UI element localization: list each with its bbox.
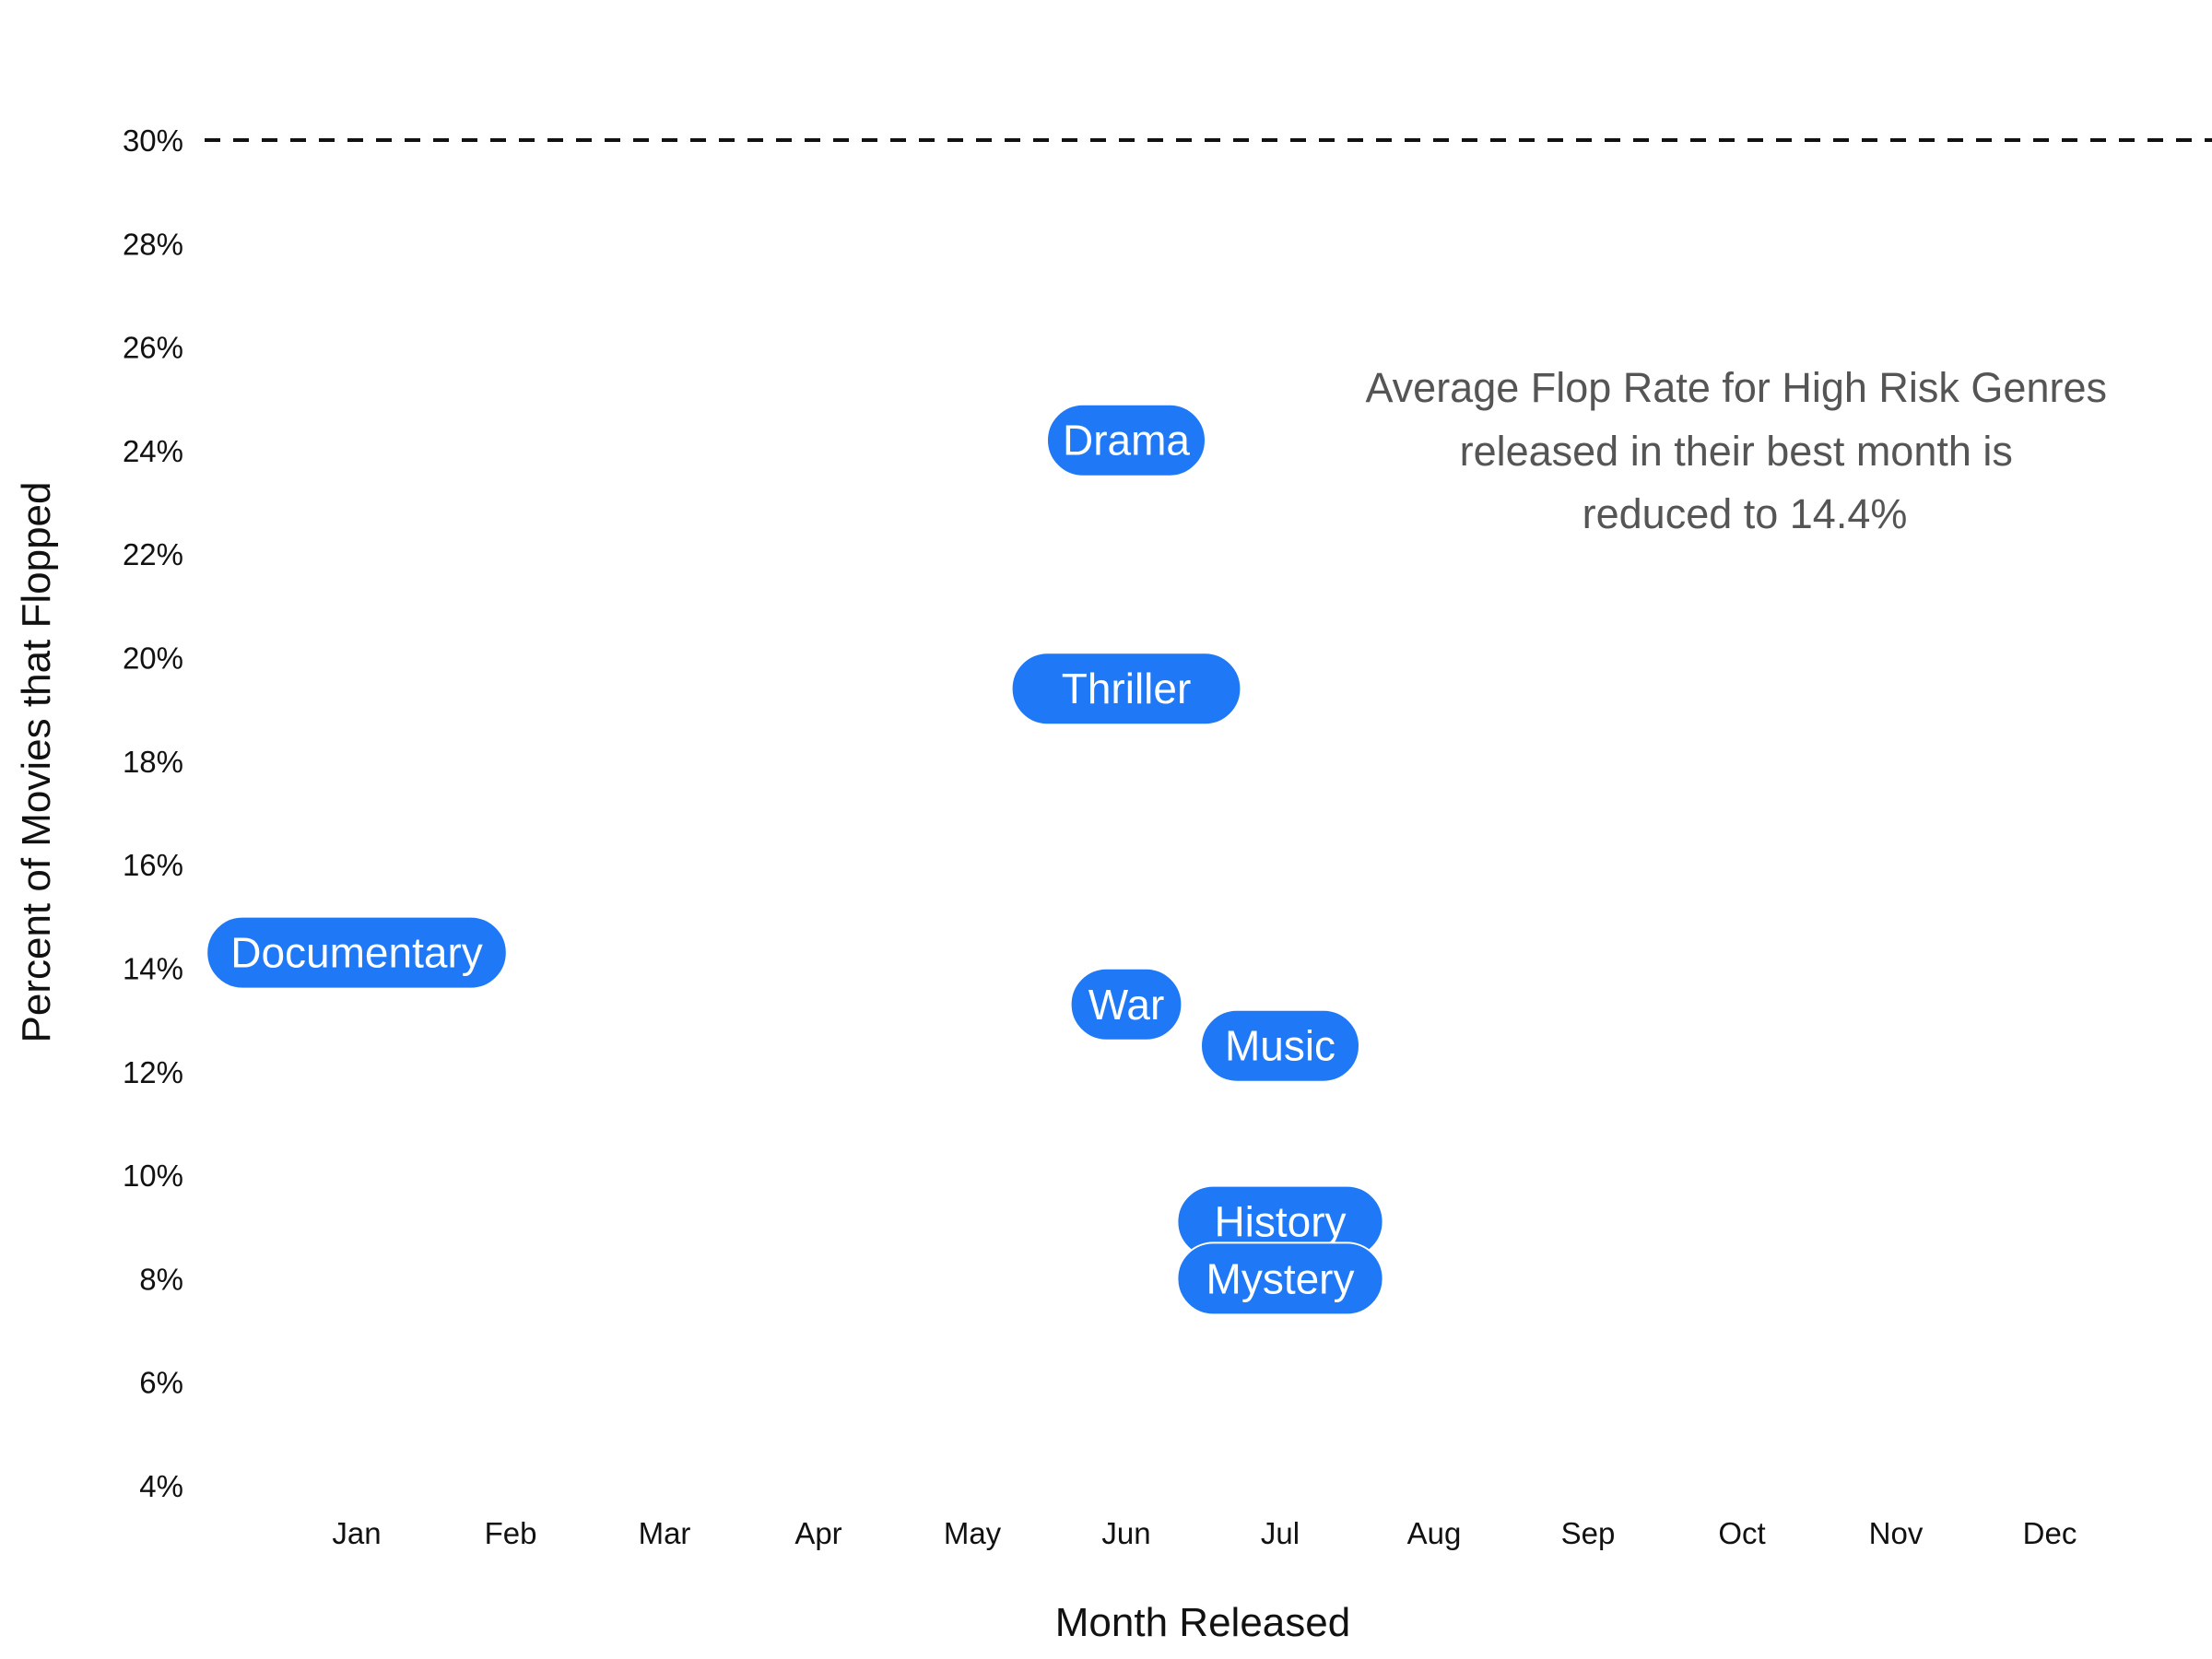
- y-tick-label: 24%: [123, 434, 183, 468]
- y-tick-label: 16%: [123, 848, 183, 882]
- x-tick-label: Oct: [1718, 1516, 1765, 1550]
- y-tick-label: 12%: [123, 1055, 183, 1089]
- point-marker: [1046, 403, 1206, 477]
- x-tick-label: Sep: [1561, 1516, 1616, 1550]
- point-marker: [206, 915, 508, 990]
- point-marker: [1176, 1241, 1384, 1316]
- point-marker: [1010, 652, 1242, 726]
- x-axis: Jan Feb Mar Apr May Jun Jul Aug Sep Oct Nov Dec: [332, 1516, 2077, 1550]
- point-thriller: Thriller: [1010, 652, 1242, 726]
- point-label: War: [1088, 981, 1165, 1029]
- y-tick-label: 22%: [123, 537, 183, 571]
- annotation-line-1: Average Flop Rate for High Risk Genres: [1365, 364, 2107, 411]
- x-tick-label: Apr: [794, 1516, 841, 1550]
- x-tick-label: Feb: [485, 1516, 537, 1550]
- point-label: Thriller: [1062, 665, 1192, 712]
- y-tick-label: 18%: [123, 745, 183, 779]
- point-history: History: [1176, 1184, 1384, 1259]
- y-tick-label: 14%: [123, 951, 183, 985]
- x-tick-label: Aug: [1407, 1516, 1462, 1550]
- point-label: Documentary: [230, 929, 483, 977]
- x-tick-label: Nov: [1869, 1516, 1924, 1550]
- x-tick-label: Mar: [639, 1516, 691, 1550]
- point-label: History: [1214, 1198, 1346, 1246]
- x-tick-label: Jul: [1261, 1516, 1300, 1550]
- points-layer: Documentary Drama Thriller War Music History M…: [206, 403, 1384, 1316]
- annotation: Average Flop Rate for High Risk Genres r…: [1365, 364, 2118, 537]
- y-tick-label: 26%: [123, 331, 183, 365]
- point-marker: [1200, 1008, 1360, 1083]
- point-mystery: Mystery: [1176, 1241, 1384, 1316]
- x-axis-title: Month Released: [1055, 1600, 1350, 1645]
- annotation-line-2: released in their best month is: [1460, 428, 2013, 475]
- y-tick-label: 28%: [123, 227, 183, 261]
- point-war: War: [1069, 967, 1183, 1041]
- y-axis: 4% 6% 8% 10% 12% 14% 16% 18% 20% 22% 24% 26% 28% 30%: [123, 124, 183, 1503]
- point-label: Music: [1225, 1022, 1335, 1070]
- point-marker: [1069, 967, 1183, 1041]
- y-tick-label: 10%: [123, 1159, 183, 1193]
- y-tick-label: 30%: [123, 124, 183, 158]
- y-tick-label: 8%: [139, 1262, 183, 1296]
- point-music: Music: [1200, 1008, 1360, 1083]
- y-tick-label: 20%: [123, 641, 183, 676]
- x-tick-label: Jun: [1101, 1516, 1150, 1550]
- point-label: Drama: [1063, 417, 1190, 465]
- annotation-line-3: reduced to 14.4%: [1583, 490, 1908, 537]
- x-tick-label: Jan: [332, 1516, 381, 1550]
- point-label: Mystery: [1206, 1254, 1355, 1302]
- x-tick-label: May: [944, 1516, 1002, 1550]
- y-tick-label: 4%: [139, 1469, 183, 1503]
- y-tick-label: 6%: [139, 1366, 183, 1400]
- point-documentary: Documentary: [206, 915, 508, 990]
- x-tick-label: Dec: [2023, 1516, 2077, 1550]
- point-drama: Drama: [1046, 403, 1206, 477]
- y-axis-title: Percent of Movies that Flopped: [14, 482, 59, 1043]
